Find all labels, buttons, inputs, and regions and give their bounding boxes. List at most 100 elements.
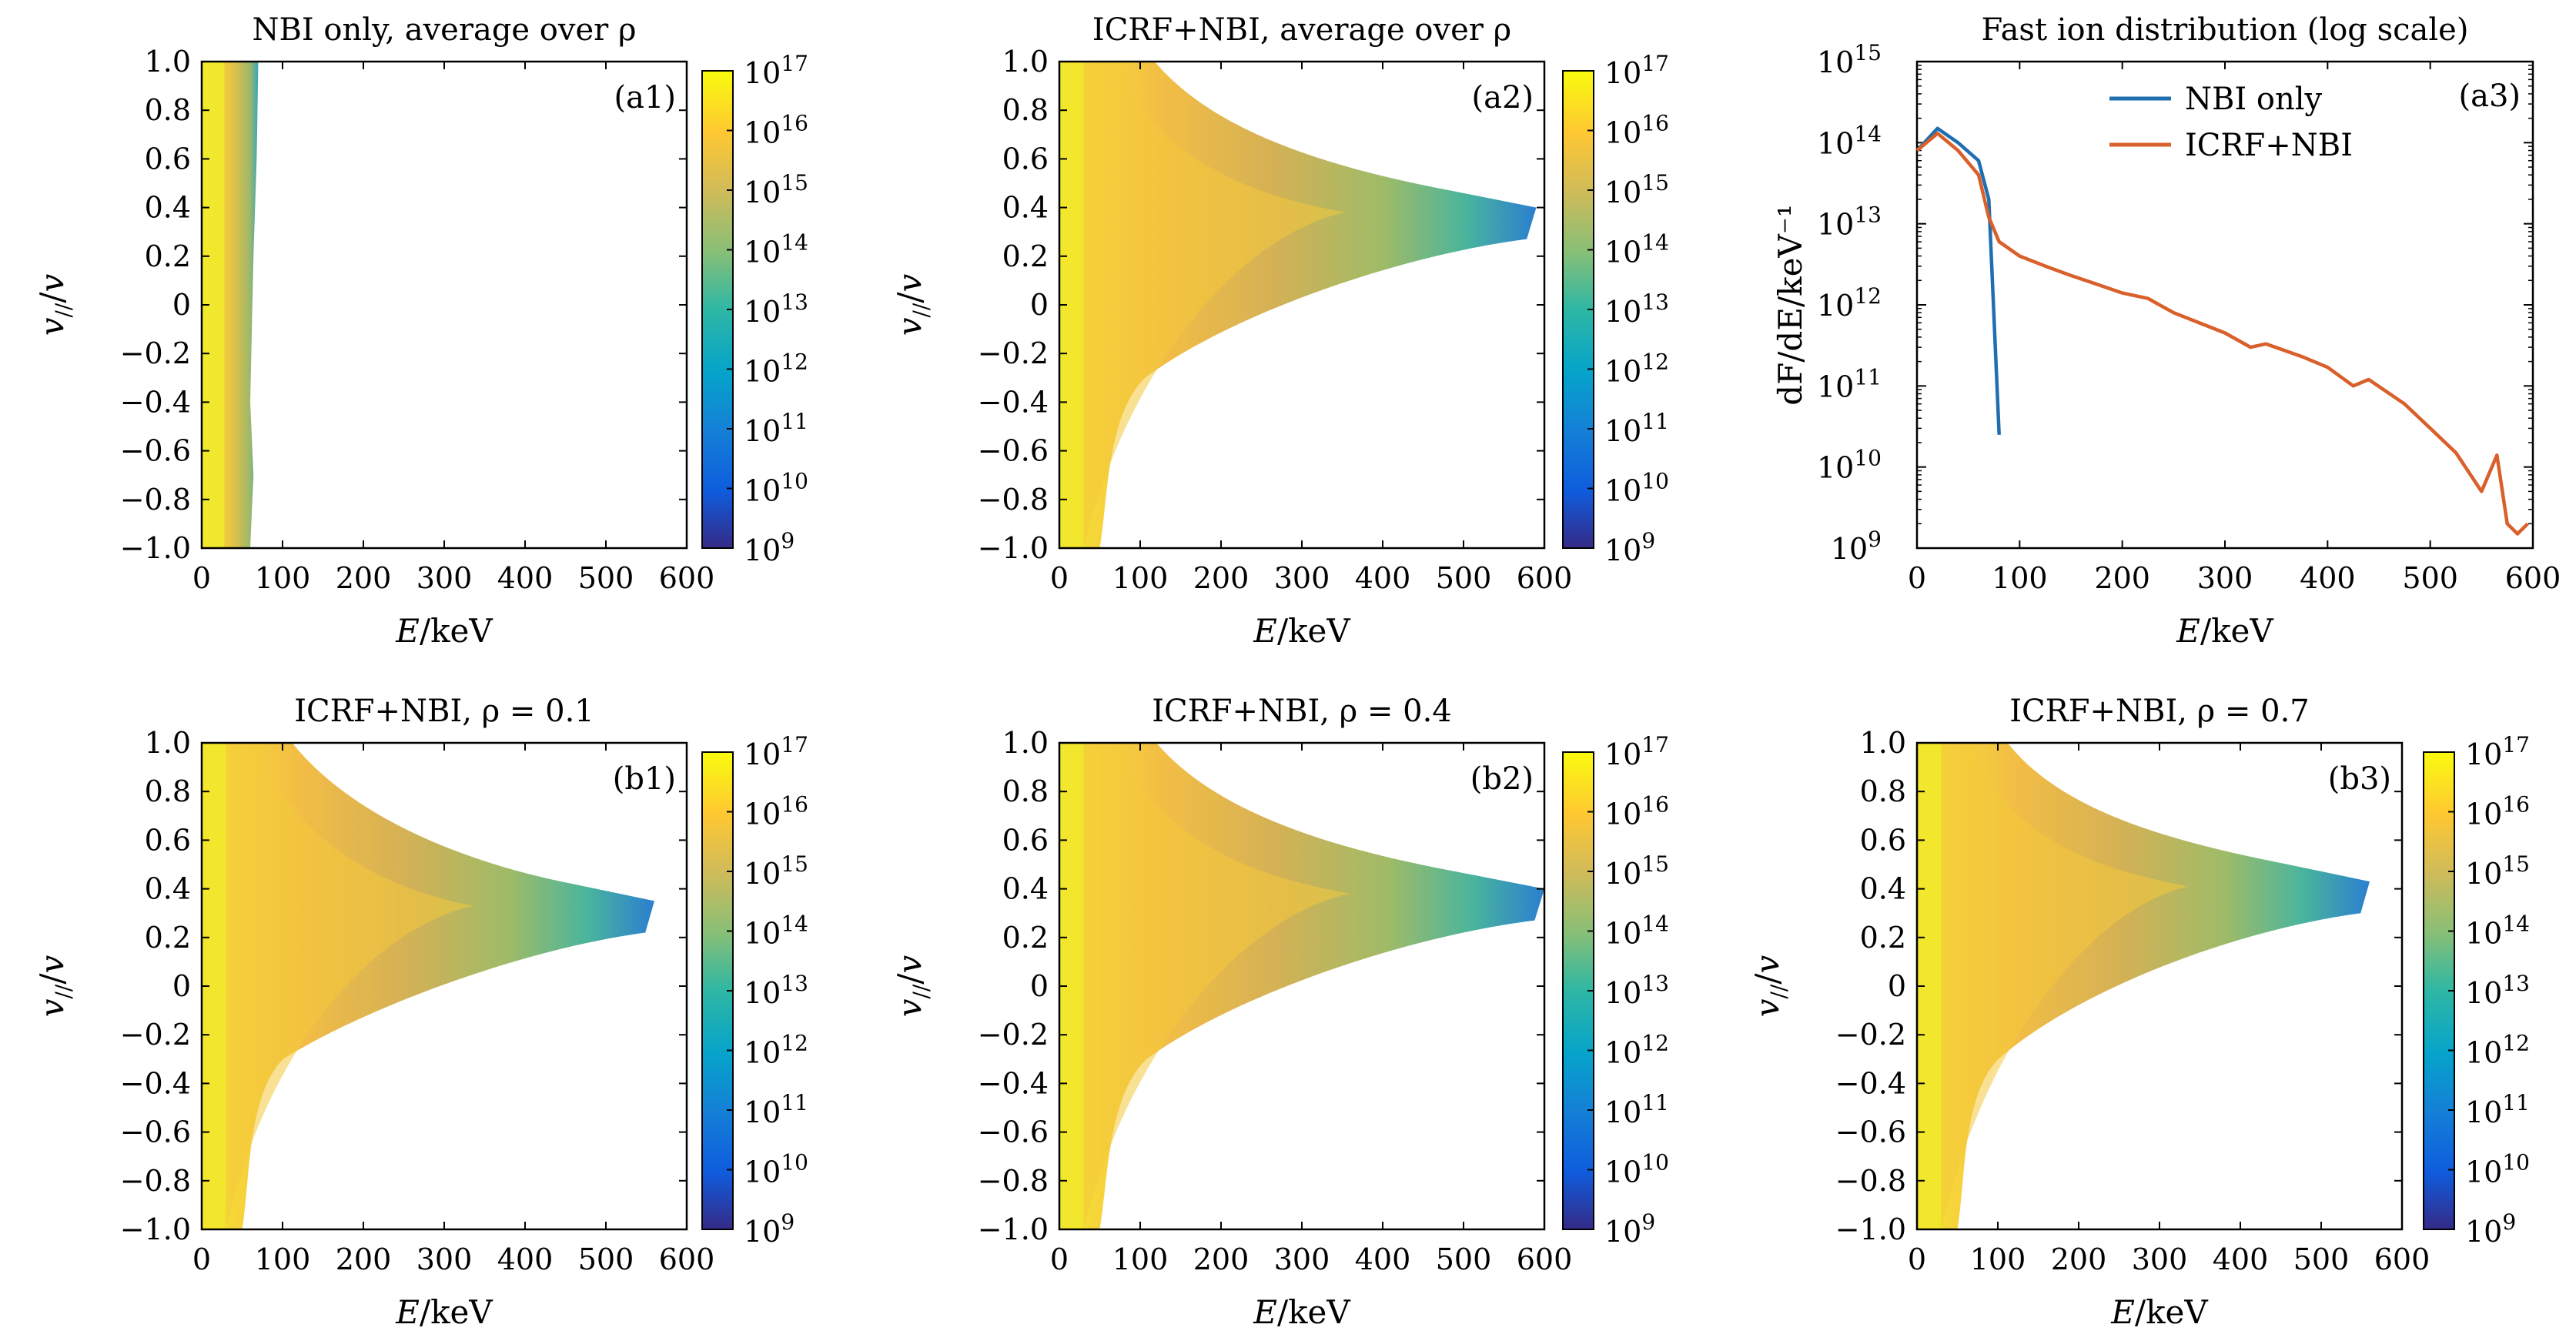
y-tick-label: 0.2 [145, 239, 191, 273]
x-tick-label: 500 [1436, 561, 1492, 595]
colorbar-tick-label: 1011 [744, 409, 808, 448]
colorbar-tick-label: 1017 [2465, 732, 2530, 771]
y-tick-label: −0.2 [978, 1018, 1049, 1052]
colorbar-tick-label: 1012 [744, 1031, 808, 1070]
y-tick-label: 0.2 [1002, 921, 1049, 955]
colorbar-tick-label: 1017 [744, 51, 808, 90]
y-tick-label: −0.8 [978, 483, 1049, 517]
x-tick-label: 600 [659, 561, 715, 595]
x-tick-label: 100 [255, 561, 311, 595]
heatmap-area [1059, 62, 1537, 548]
x-tick-label: 100 [1112, 1242, 1169, 1276]
x-tick-label: 600 [659, 1242, 715, 1276]
x-tick-label: 400 [2300, 561, 2356, 595]
x-tick-label: 300 [1274, 1242, 1330, 1276]
y-tick-label: −0.2 [120, 336, 191, 370]
y-tick-label: 1.0 [1860, 726, 1906, 760]
colorbar-tick-label: 1014 [744, 911, 808, 951]
x-tick-label: 600 [1517, 561, 1573, 595]
y-tick-label: −0.2 [1835, 1018, 1906, 1052]
x-tick-label: 0 [1050, 1242, 1069, 1276]
colorbar-tick-label: 1010 [1604, 1150, 1669, 1189]
colorbar-tick-label: 1011 [1604, 409, 1669, 448]
y-tick-label: 0.6 [1860, 823, 1906, 857]
colorbar-tick-label: 1011 [1604, 1090, 1669, 1129]
x-tick-label: 400 [2213, 1242, 2269, 1276]
x-tick-label: 500 [1436, 1242, 1492, 1276]
colorbar-tick-label: 1015 [1604, 170, 1669, 209]
x-tick-label: 200 [336, 561, 392, 595]
x-tick-label: 200 [336, 1242, 392, 1276]
y-tick-label: 1010 [1817, 446, 1882, 485]
core-region [1917, 743, 2189, 1229]
x-tick-label: 300 [2197, 561, 2253, 595]
y-tick-label: 0.2 [1860, 921, 1906, 955]
colorbar-tick-label: 1013 [1604, 971, 1669, 1010]
heatmap-area [202, 62, 259, 548]
panel-label: (a3) [2458, 79, 2521, 114]
y-tick-label: −0.6 [120, 434, 191, 468]
y-tick-label: −0.2 [120, 1018, 191, 1052]
panel-a2: −1.0 −0.8 −0.6 −0.4 −0.2 0 0.2 0.4 0.6 0.8 1.0 ICRF… [891, 12, 1669, 650]
panel-a3: 109 1010 1011 1012 1013 1014 1015 Fast ion dist… [1771, 12, 2561, 650]
x-tick-label: 100 [255, 1242, 311, 1276]
x-tick-label: 0 [192, 561, 211, 595]
y-tick-label: 0 [172, 288, 191, 322]
y-tick-label: 0.6 [145, 142, 191, 176]
y-tick-label: 1013 [1817, 202, 1882, 242]
x-axis-label: E/keV [395, 612, 493, 650]
y-tick-label: 0.8 [1002, 774, 1049, 808]
y-tick-label: −1.0 [978, 531, 1049, 565]
colorbar-tick-label: 1017 [744, 732, 808, 771]
y-tick-label: −0.6 [120, 1115, 191, 1149]
legend-label-1: ICRF+NBI [2185, 128, 2353, 163]
y-tick-label: 0.6 [145, 823, 191, 857]
panel-label: (b2) [1470, 761, 1534, 797]
core-region [202, 743, 473, 1229]
x-tick-label: 200 [2051, 1242, 2107, 1276]
y-tick-label: −0.8 [978, 1164, 1049, 1198]
heatmap-area [1059, 743, 1544, 1229]
x-tick-label: 600 [2374, 1242, 2430, 1276]
colorbar-tick-label: 1016 [744, 111, 808, 150]
colorbar-tick-label: 109 [2465, 1209, 2516, 1249]
colorbar-tick-label: 1016 [744, 792, 808, 831]
y-tick-label: −1.0 [120, 1212, 191, 1246]
heatmap-area [202, 743, 654, 1229]
colorbar-tick-label: 1011 [744, 1090, 808, 1129]
y-tick-label: −0.4 [120, 1066, 191, 1100]
colorbar-tick-label: 1013 [2465, 971, 2530, 1010]
y-tick-label: 0.4 [145, 872, 191, 906]
panel-b1: −1.0 −0.8 −0.6 −0.4 −0.2 0 0.2 0.4 0.6 0.8 1.0 ICRF… [33, 694, 808, 1331]
colorbar-tick-label: 1014 [1604, 230, 1669, 269]
x-tick-label: 300 [417, 561, 473, 595]
x-tick-label: 200 [1193, 561, 1250, 595]
y-tick-label: 0.2 [145, 921, 191, 955]
colorbar-tick-label: 1015 [744, 170, 808, 209]
plot-frame [200, 60, 688, 550]
core-region [1059, 62, 1346, 548]
y-tick-label: 0.2 [1002, 239, 1049, 273]
x-tick-label: 100 [1112, 561, 1169, 595]
y-tick-label: 0.8 [1002, 93, 1049, 127]
y-tick-label: 1015 [1817, 40, 1882, 79]
y-tick-label: 0.8 [145, 93, 191, 127]
y-tick-label: 0.8 [1860, 774, 1906, 808]
y-tick-label: −0.4 [120, 385, 191, 419]
y-tick-label: 0.4 [145, 191, 191, 225]
x-tick-label: 500 [2402, 561, 2458, 595]
y-tick-label: 1014 [1817, 121, 1882, 160]
colorbar-tick-label: 109 [744, 528, 795, 567]
y-tick-label: 0.6 [1002, 823, 1049, 857]
x-tick-label: 500 [578, 561, 634, 595]
y-tick-label: −1.0 [978, 1212, 1049, 1246]
y-tick-label: −0.8 [1835, 1164, 1906, 1198]
chart-title: ICRF+NBI, average over ρ [1092, 12, 1511, 48]
legend-label-0: NBI only [2185, 82, 2323, 117]
x-axis-label: E/keV [395, 1293, 493, 1331]
y-tick-label: 0 [1888, 969, 1906, 1003]
y-tick-label: −0.8 [120, 483, 191, 517]
y-tick-label: −0.4 [1835, 1066, 1906, 1100]
x-tick-label: 100 [1970, 1242, 2026, 1276]
y-tick-label: −1.0 [1835, 1212, 1906, 1246]
